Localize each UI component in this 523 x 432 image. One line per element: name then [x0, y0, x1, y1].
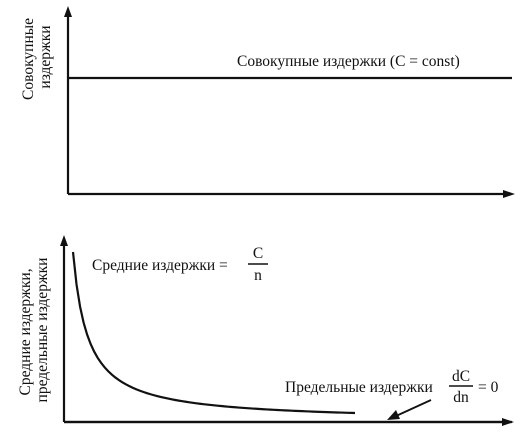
average-cost-annotation: Средние издержки = C n	[92, 245, 268, 284]
bottom-y-axis-label-line-1: Средние издержки,	[17, 268, 34, 395]
top-y-axis-label-line-1: Совокупные	[20, 18, 37, 100]
marginal-cost-numerator: dC	[452, 368, 470, 385]
average-cost-numerator: C	[253, 245, 263, 262]
bottom-y-axis-label: Средние издержки, предельные издержки	[17, 258, 51, 403]
average-cost-curve	[71, 251, 356, 415]
marginal-cost-pointer-arrowhead	[387, 410, 400, 420]
x-axis-top-arrow	[503, 190, 515, 198]
y-axis-top	[64, 6, 72, 194]
top-y-axis-label: Совокупные издержки	[20, 14, 54, 100]
y-axis-bottom-arrow	[60, 235, 68, 246]
top-y-axis-label-line-2: издержки	[37, 25, 54, 88]
x-axis-top	[68, 190, 515, 198]
y-axis-bottom	[60, 235, 68, 422]
marginal-cost-label: Предельные издержки	[285, 379, 433, 396]
total-cost-annotation: Совокупные издержки (C = const)	[237, 53, 460, 70]
marginal-cost-annotation: Предельные издержки dC dn = 0	[285, 368, 499, 420]
average-cost-label: Средние издержки =	[92, 257, 228, 274]
bottom-y-axis-label-line-2: предельные издержки	[34, 258, 51, 403]
marginal-cost-denominator: dn	[453, 389, 469, 406]
total-cost-chart: Совокупные издержки Совокупные издержки …	[20, 6, 515, 198]
average-cost-denominator: n	[254, 267, 262, 284]
y-axis-top-arrow	[64, 6, 72, 17]
average-marginal-cost-chart: Средние издержки, предельные издержки Ср…	[17, 235, 514, 426]
marginal-cost-pointer-line	[395, 399, 432, 417]
marginal-cost-equals-zero: = 0	[478, 379, 499, 396]
